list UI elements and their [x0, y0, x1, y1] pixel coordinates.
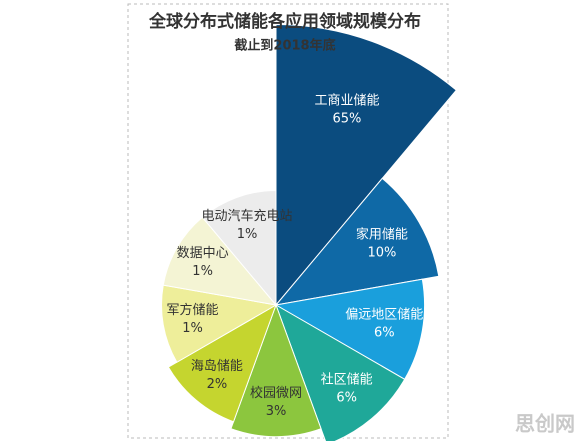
- slice-label: 数据中心: [177, 246, 229, 261]
- chart-title: 全球分布式储能各应用领域规模分布: [148, 11, 421, 32]
- value-label: 1%: [192, 264, 213, 279]
- rose-slice: [230, 303, 322, 438]
- rose-slice: [275, 303, 406, 441]
- slice-label: 校园微网: [250, 385, 302, 401]
- value-label: 65%: [333, 111, 362, 126]
- rose-slice: [274, 278, 426, 380]
- value-label: 1%: [182, 321, 203, 336]
- value-label: 6%: [336, 391, 357, 406]
- value-label: 2%: [207, 377, 228, 392]
- rose-slice: [162, 216, 278, 306]
- value-label: 6%: [374, 326, 395, 341]
- rose-slice: [201, 189, 277, 307]
- slice-label: 偏远地区储能: [345, 308, 423, 323]
- chart-subtitle: 截止到2018年底: [234, 38, 335, 54]
- rose-slice: [161, 284, 278, 363]
- rose-slice: [167, 303, 277, 423]
- value-label: 10%: [367, 245, 396, 260]
- slice-label: 工商业储能: [314, 93, 379, 108]
- slice-label: 海岛储能: [191, 358, 243, 374]
- rose-slice: [274, 177, 440, 306]
- watermark: 思创网: [515, 412, 575, 436]
- chart-frame: [127, 3, 449, 439]
- value-label: 3%: [266, 404, 287, 419]
- value-label: 1%: [237, 227, 258, 242]
- rose-slice: [275, 24, 457, 307]
- slice-label: 电动汽车充电站: [202, 208, 293, 224]
- slice-label: 社区储能: [321, 372, 373, 388]
- rose: [161, 24, 457, 441]
- slice-label: 家用储能: [356, 226, 408, 242]
- slice-label: 军方储能: [167, 302, 219, 318]
